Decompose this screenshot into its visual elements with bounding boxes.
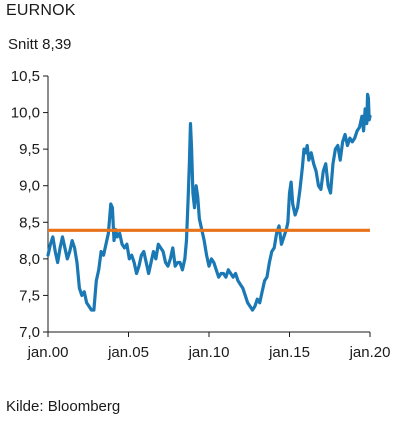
x-tick-label: jan.00	[27, 344, 69, 361]
x-tick-label: jan.10	[188, 344, 230, 361]
y-tick-label: 7,0	[19, 324, 40, 341]
y-tick-label: 8,5	[19, 214, 40, 231]
x-tick-label: jan.15	[268, 344, 310, 361]
x-tick-labels: jan.00 jan.05 jan.10 jan.15 jan.20	[27, 344, 391, 361]
source-note: Kilde: Bloomberg	[6, 398, 121, 415]
y-tick-label: 10,5	[11, 68, 40, 85]
x-tick-label: jan.20	[349, 344, 391, 361]
y-tick-marks	[43, 75, 48, 333]
y-tick-label: 9,0	[19, 178, 40, 195]
y-tick-label: 8,0	[19, 251, 40, 268]
y-tick-label: 9,5	[19, 141, 40, 158]
chart-title: EURNOK	[6, 2, 76, 19]
y-tick-label: 7,5	[19, 287, 40, 304]
x-tick-marks	[47, 332, 371, 337]
y-tick-labels: 10,5 10,0 9,5 9,0 8,5 8,0 7,5 7,0	[11, 68, 40, 341]
chart-subtitle: Snitt 8,39	[8, 36, 72, 53]
x-tick-label: jan.05	[107, 344, 149, 361]
series-line-eurnok	[46, 92, 372, 312]
y-tick-label: 10,0	[11, 105, 40, 122]
